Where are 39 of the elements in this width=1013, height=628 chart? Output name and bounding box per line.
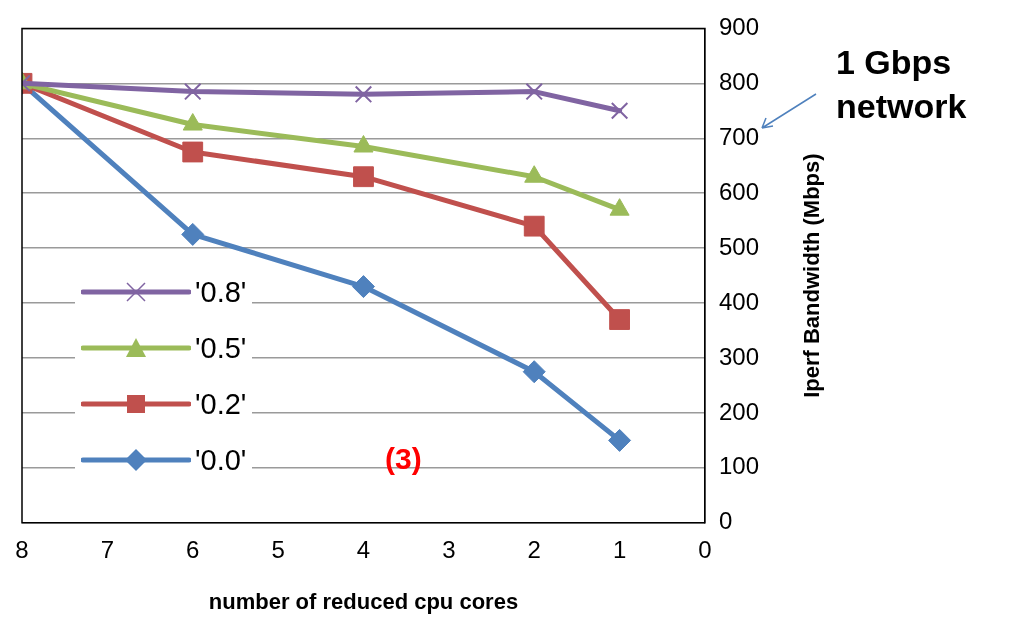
legend-label: '0.2' [195, 387, 247, 421]
x-tick-label: 2 [527, 535, 541, 563]
x-axis-title: number of reduced cpu cores [208, 588, 519, 614]
point [353, 166, 374, 188]
point [609, 309, 630, 330]
y-tick-label: 600 [718, 177, 759, 205]
y-tick-label: 800 [718, 67, 759, 95]
y-tick-label: 700 [718, 122, 759, 150]
x-tick-label: 7 [100, 535, 115, 563]
point [525, 82, 543, 101]
legend-label: '0.8' [195, 275, 247, 309]
x-tick-label: 0 [698, 535, 712, 563]
y-tick-label: 900 [718, 13, 759, 41]
point [354, 85, 373, 104]
point [523, 215, 545, 237]
y-axis-title: Iperf Bandwidth (Mbps) [799, 153, 825, 398]
x-tick-label: 4 [356, 535, 371, 563]
point [183, 82, 202, 101]
point [182, 141, 204, 163]
y-tick-label: 300 [718, 342, 759, 370]
annotation: (3) [385, 442, 422, 476]
x-tick-label: 6 [186, 535, 200, 563]
x-tick-label: 3 [442, 535, 456, 563]
y-tick-label: 400 [718, 287, 759, 315]
x-tick-label: 1 [612, 535, 627, 563]
text: 1 Gbps network [836, 42, 968, 127]
y-tick-label: 500 [718, 232, 759, 260]
point [608, 428, 632, 452]
y-tick-label: 0 [718, 507, 733, 535]
point [351, 275, 375, 299]
point [522, 360, 546, 384]
legend-label: '0.5' [195, 331, 247, 365]
y-tick-label: 100 [718, 452, 759, 480]
x-tick-label: 8 [15, 535, 29, 563]
legend-label: '0.0' [195, 443, 247, 477]
y-tick-label: 200 [718, 397, 759, 425]
point [610, 102, 629, 120]
x-tick-label: 5 [271, 535, 285, 563]
point [181, 222, 205, 246]
